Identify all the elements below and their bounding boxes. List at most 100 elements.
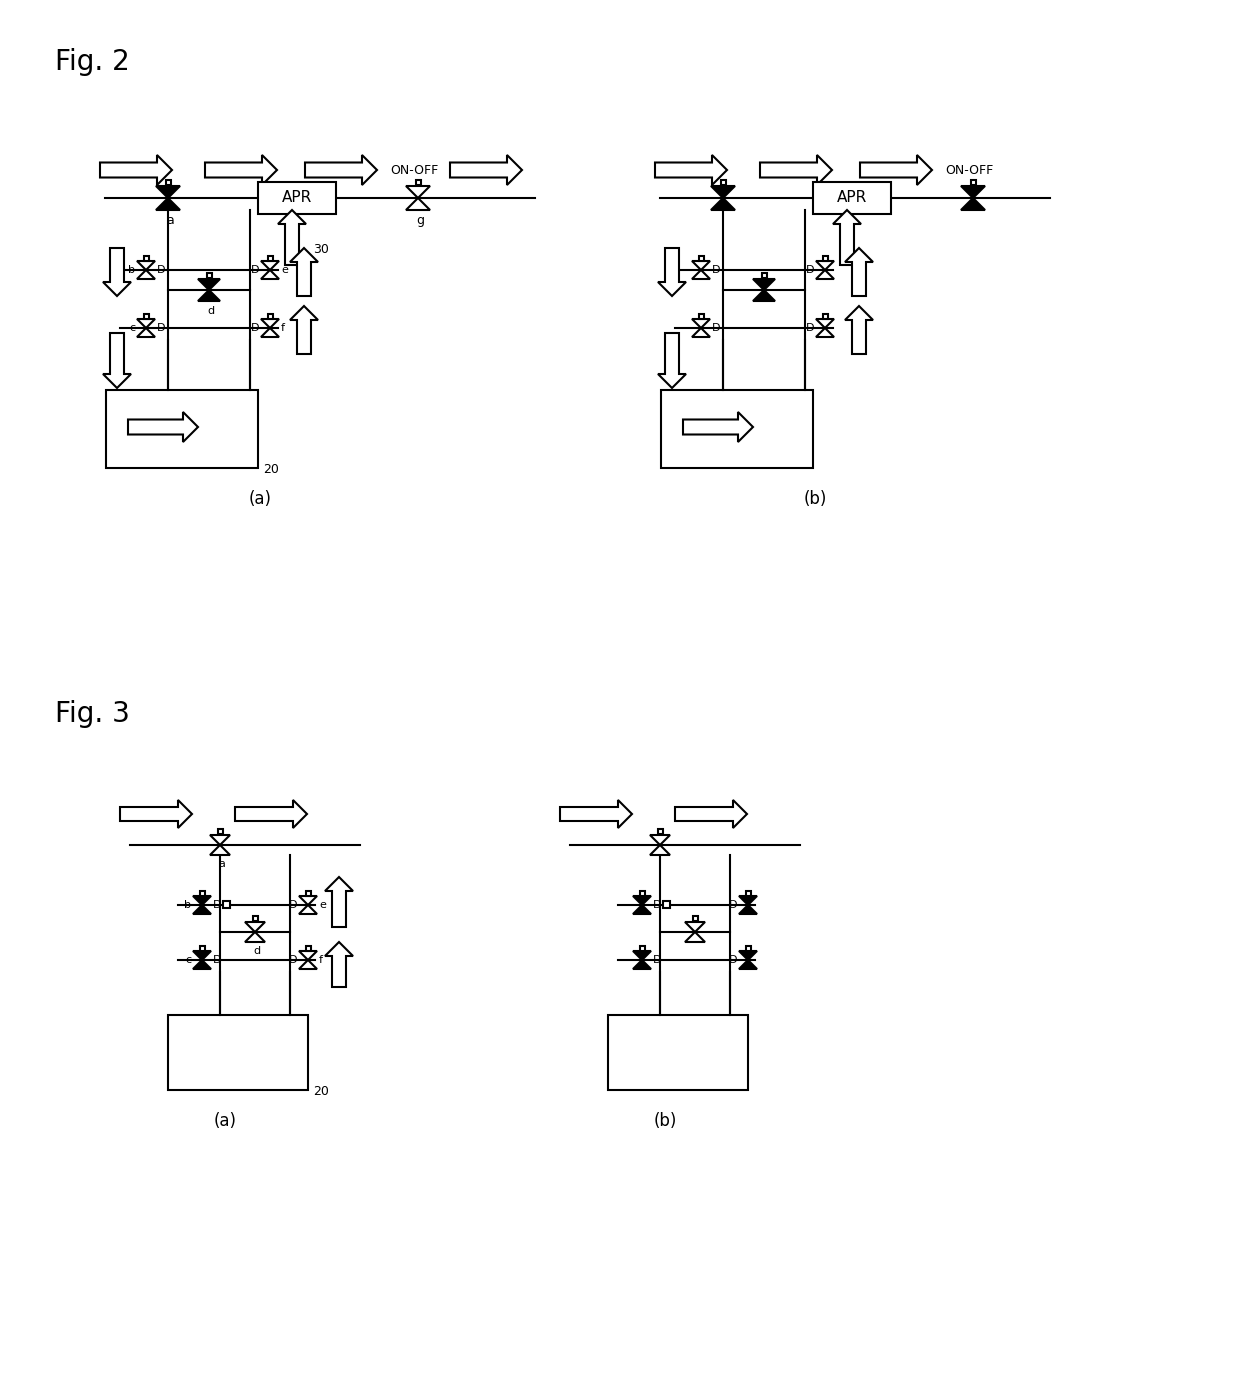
Polygon shape <box>305 156 377 185</box>
Text: D: D <box>806 324 813 333</box>
Bar <box>745 946 750 951</box>
Polygon shape <box>658 249 686 296</box>
Text: f: f <box>281 324 285 333</box>
Text: c: c <box>129 324 135 333</box>
Polygon shape <box>210 835 229 845</box>
Bar <box>253 915 258 921</box>
Polygon shape <box>632 951 651 960</box>
Text: e: e <box>319 900 326 910</box>
Bar <box>305 946 310 951</box>
Polygon shape <box>760 156 832 185</box>
Polygon shape <box>246 932 265 942</box>
Bar <box>640 946 645 951</box>
Text: APR: APR <box>837 190 867 206</box>
Polygon shape <box>739 951 756 960</box>
Text: g: g <box>415 214 424 226</box>
Bar <box>657 829 662 833</box>
Polygon shape <box>632 896 651 906</box>
Bar <box>144 256 149 261</box>
Text: e: e <box>281 265 288 275</box>
Text: 20: 20 <box>312 1085 329 1097</box>
Polygon shape <box>260 319 279 328</box>
Polygon shape <box>650 845 670 856</box>
Bar <box>200 946 205 951</box>
Polygon shape <box>816 261 835 269</box>
Polygon shape <box>961 199 985 210</box>
Bar <box>207 274 212 278</box>
Polygon shape <box>299 951 317 960</box>
Polygon shape <box>210 845 229 856</box>
Text: (b): (b) <box>653 1113 677 1131</box>
Bar <box>698 256 703 261</box>
Bar <box>268 314 273 319</box>
Polygon shape <box>692 269 711 279</box>
Bar <box>200 890 205 896</box>
Polygon shape <box>632 906 651 914</box>
Polygon shape <box>961 186 985 199</box>
Text: D: D <box>729 900 737 910</box>
Polygon shape <box>711 199 735 210</box>
Text: D: D <box>250 324 259 333</box>
Polygon shape <box>675 800 746 828</box>
Text: ON-OFF: ON-OFF <box>391 164 438 176</box>
Polygon shape <box>103 249 131 296</box>
Polygon shape <box>650 835 670 845</box>
Polygon shape <box>405 186 430 199</box>
Bar <box>971 181 976 185</box>
Polygon shape <box>833 210 861 265</box>
Polygon shape <box>844 306 873 354</box>
Polygon shape <box>739 896 756 906</box>
Text: D: D <box>712 324 720 333</box>
Polygon shape <box>193 896 211 906</box>
Polygon shape <box>236 800 308 828</box>
Bar <box>698 314 703 319</box>
Polygon shape <box>103 333 131 388</box>
Polygon shape <box>136 269 155 279</box>
Text: d: d <box>253 946 260 956</box>
Polygon shape <box>683 413 753 442</box>
Text: D: D <box>712 265 720 275</box>
Polygon shape <box>325 876 353 926</box>
Polygon shape <box>655 156 727 185</box>
Bar <box>167 1015 308 1090</box>
Polygon shape <box>684 932 706 942</box>
Polygon shape <box>753 290 775 301</box>
Text: APR: APR <box>281 190 312 206</box>
Text: (a): (a) <box>248 490 272 508</box>
Bar <box>268 256 273 261</box>
Bar <box>692 915 697 921</box>
Polygon shape <box>753 279 775 290</box>
Text: D: D <box>213 956 222 965</box>
Polygon shape <box>658 333 686 388</box>
Polygon shape <box>260 269 279 279</box>
Text: 30: 30 <box>312 243 329 256</box>
Polygon shape <box>299 906 317 914</box>
Polygon shape <box>136 319 155 328</box>
Polygon shape <box>156 199 180 210</box>
Text: D: D <box>653 900 661 910</box>
Polygon shape <box>325 942 353 988</box>
Text: D: D <box>157 324 165 333</box>
Polygon shape <box>684 922 706 932</box>
Polygon shape <box>861 156 932 185</box>
Bar <box>223 901 229 908</box>
Polygon shape <box>136 328 155 338</box>
Text: f: f <box>319 956 322 965</box>
Polygon shape <box>100 156 172 185</box>
Polygon shape <box>692 328 711 338</box>
Bar <box>663 901 670 908</box>
Polygon shape <box>299 960 317 970</box>
Polygon shape <box>692 261 711 269</box>
Polygon shape <box>405 199 430 210</box>
Polygon shape <box>278 210 306 265</box>
Polygon shape <box>816 269 835 279</box>
Text: D: D <box>250 265 259 275</box>
Bar <box>608 1015 748 1090</box>
Text: (b): (b) <box>804 490 827 508</box>
Polygon shape <box>816 319 835 328</box>
Polygon shape <box>193 951 211 960</box>
Text: D: D <box>157 265 165 275</box>
Text: D: D <box>653 956 661 965</box>
Polygon shape <box>205 156 277 185</box>
Bar <box>761 274 766 278</box>
